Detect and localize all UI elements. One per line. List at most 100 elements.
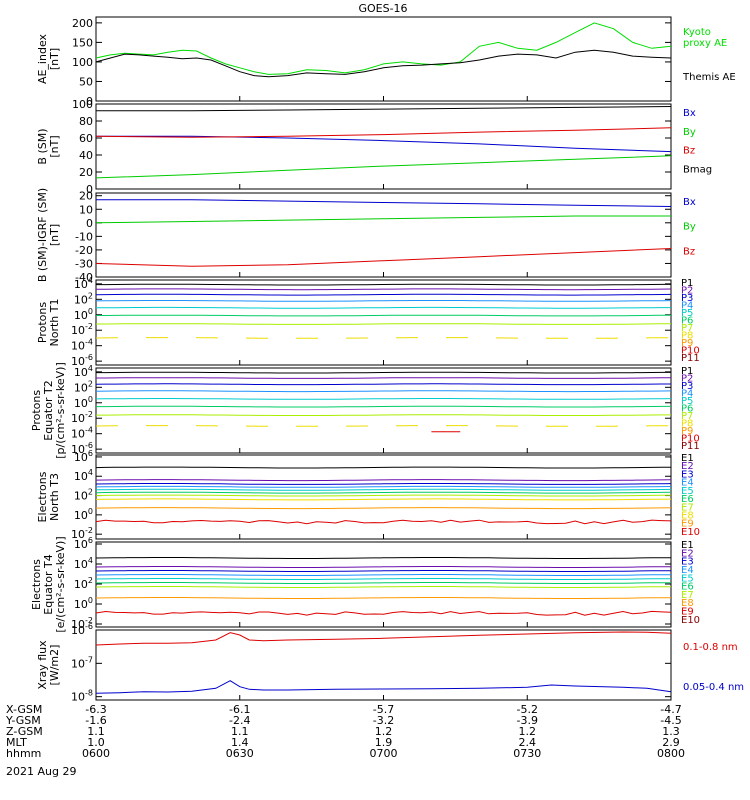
- legend-entry: By: [683, 127, 696, 138]
- series-line: [95, 519, 672, 525]
- series-line: [95, 398, 672, 400]
- legend-entry: P1: [681, 366, 693, 377]
- series-line: [95, 127, 672, 138]
- orbit-value: 1.1: [87, 725, 105, 738]
- legend-entry: E10: [681, 527, 700, 538]
- orbit-value: -6.3: [85, 703, 106, 716]
- series-line: [95, 483, 672, 485]
- orbit-table: X-GSM -6.3 -6.1 -5.7 -5.2 -4.7 Y-GSM -1.6 -2.4 -3…: [5, 703, 685, 760]
- series-line: [95, 485, 672, 488]
- y-tick-label: -10: [75, 230, 93, 243]
- series-line: [96, 323, 671, 325]
- series-line: [95, 507, 672, 510]
- legend-entry: E5: [681, 573, 694, 584]
- y-axis-label: AE_index: [36, 33, 49, 84]
- legend-entry: P6: [681, 404, 693, 415]
- orbit-value: -5.7: [373, 703, 394, 716]
- y-tick-label: -40: [75, 271, 93, 284]
- y-tick-label: 100: [74, 596, 93, 611]
- orbit-value: 0730: [513, 747, 541, 760]
- y-tick-label: 102: [74, 379, 93, 394]
- series-line: [96, 283, 671, 286]
- y-tick-label: 0: [86, 217, 93, 230]
- orbit-value: -3.2: [373, 714, 394, 727]
- y-tick-label: 102: [74, 488, 93, 503]
- legend-entry: E1: [681, 453, 694, 464]
- series-line: [95, 488, 672, 491]
- series-line: [95, 597, 671, 599]
- orbit-value: 0600: [82, 747, 110, 760]
- series-line: [95, 22, 672, 75]
- y-tick-label: 10-8: [71, 689, 93, 704]
- series-line: [96, 414, 671, 416]
- legend-entry: E3: [681, 557, 694, 568]
- series-line: [95, 566, 671, 568]
- legend-entry: P11: [681, 353, 700, 364]
- orbit-value: 1.4: [231, 736, 249, 749]
- legend-entry: E7: [681, 590, 694, 601]
- orbit-row-name: hhmm: [6, 747, 41, 760]
- series-line: [95, 582, 671, 584]
- series-line: [96, 106, 672, 112]
- legend-entry: P10: [681, 346, 700, 357]
- legend-entry: P1: [681, 278, 693, 289]
- y-tick-label: 0: [86, 183, 93, 196]
- series-line: [95, 574, 671, 576]
- legend-entry: P4: [681, 301, 693, 312]
- legend-entry: Themis AE: [682, 72, 736, 83]
- y-axis-label: B (SM): [36, 128, 49, 164]
- y-axis-label: Equator T2: [42, 380, 55, 440]
- legend-entry: E2: [681, 461, 694, 472]
- y-tick-label: 106: [74, 536, 93, 551]
- legend-entry: Bmag: [683, 164, 712, 175]
- series-line: [96, 199, 672, 207]
- legend-entry: P5: [681, 308, 693, 319]
- y-tick-label: 150: [72, 36, 93, 49]
- legend-entry: E3: [681, 469, 694, 480]
- orbit-value: 2.9: [662, 736, 680, 749]
- legend-entry: E1: [681, 540, 694, 551]
- y-tick-label: 100: [72, 56, 93, 69]
- legend-entry: E8: [681, 510, 694, 521]
- y-tick-label: 104: [74, 556, 93, 571]
- orbit-row-name: MLT: [6, 736, 27, 749]
- series-line: [95, 248, 672, 267]
- series-line: [95, 288, 672, 291]
- y-axis-label: [nT]: [48, 48, 61, 70]
- legend-entry: P5: [681, 396, 693, 407]
- legend-entry: P4: [681, 389, 693, 400]
- series-line: [95, 610, 672, 616]
- series-line: [95, 215, 671, 224]
- orbit-value: 0800: [657, 747, 685, 760]
- orbit-value: 1.3: [662, 725, 680, 738]
- legend-entry: P6: [681, 316, 693, 327]
- y-tick-label: 106: [74, 449, 93, 464]
- series-line: [95, 466, 672, 469]
- series-line: [95, 306, 671, 309]
- legend-entry: P7: [681, 323, 693, 334]
- y-axis-label: [W/m2]: [48, 645, 61, 686]
- legend-entry: Bz: [683, 146, 695, 157]
- series-line: [96, 314, 671, 317]
- legend-entry: P2: [681, 286, 693, 297]
- orbit-value: 1.2: [375, 725, 393, 738]
- legend-entry: E9: [681, 607, 694, 618]
- y-tick-label: 80: [79, 115, 93, 128]
- y-tick-label: 200: [72, 17, 93, 30]
- panel-xray: 10-8 10-7 10-6 Xray flux [W/m2] 0.1-0.8 nm 0.0…: [36, 622, 744, 704]
- legend-entry: E4: [681, 478, 694, 489]
- y-axis-label: [nT]: [48, 135, 61, 157]
- orbit-value: 1.1: [231, 725, 249, 738]
- orbit-value: -1.6: [85, 714, 106, 727]
- y-tick-label: 100: [74, 395, 93, 410]
- series-line: [95, 337, 672, 339]
- series-line: [95, 425, 672, 427]
- series-line: [95, 49, 672, 78]
- y-axis-label: Equator T4: [42, 554, 55, 614]
- legend-entry: P2: [681, 374, 693, 385]
- series-line: [95, 155, 672, 179]
